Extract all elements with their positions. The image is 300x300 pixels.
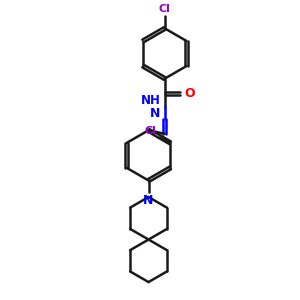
Text: N: N [150, 107, 160, 120]
Text: Cl: Cl [144, 126, 156, 136]
Text: NH: NH [140, 94, 160, 106]
Text: O: O [184, 87, 195, 100]
Text: Cl: Cl [159, 4, 171, 14]
Text: N: N [143, 194, 154, 207]
